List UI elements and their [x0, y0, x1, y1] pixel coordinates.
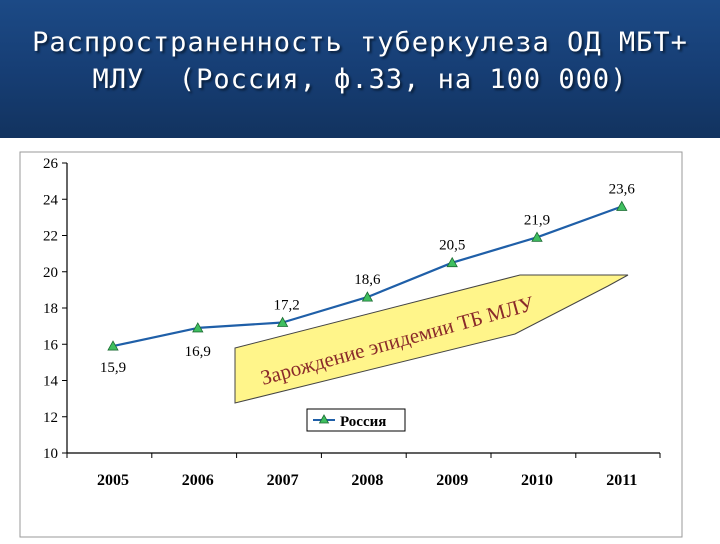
data-point-marker: [192, 322, 204, 333]
data-label: 15,9: [100, 360, 126, 376]
legend-marker: [318, 414, 330, 424]
chart-area: Зарождение эпидемии ТБ МЛУ 10 12 14 16 18 20 2…: [0, 138, 720, 540]
page-title-line2: МЛУ (Россия, ф.33, на 100 000): [92, 64, 628, 95]
axes: 10 12 14 16 18 20 22 24 26 2005 2006 2007 2008 2009 20…: [43, 156, 661, 489]
data-label: 16,9: [185, 344, 211, 360]
legend: Россия: [306, 408, 406, 432]
title-banner: Распространенность туберкулеза ОД МБТ+ М…: [0, 0, 720, 138]
data-point-marker: [531, 231, 543, 242]
y-tick-label: 14: [43, 374, 59, 390]
data-point-marker: [107, 340, 119, 351]
x-tick-label: 2007: [267, 472, 299, 489]
line-chart: Зарождение эпидемии ТБ МЛУ 1012141618202…: [19, 151, 683, 538]
data-point-marker: [616, 200, 628, 211]
x-tick-label: 2006: [182, 472, 214, 489]
x-tick-label: 2011: [606, 472, 637, 489]
legend-label: Россия: [340, 414, 386, 430]
x-tick-label: 2010: [521, 472, 553, 489]
page-title-line1: Распространенность туберкулеза ОД МБТ+: [32, 27, 688, 58]
y-tick-label: 20: [43, 265, 58, 281]
data-label: 18,6: [354, 272, 381, 288]
data-label: 23,6: [609, 182, 636, 198]
x-tick-label: 2009: [436, 472, 468, 489]
y-tick-label: 16: [43, 337, 59, 353]
series-layer: 15,9 16,9 17,2 18,6 20,5 21,9 23,6: [100, 182, 636, 377]
y-tick-label: 10: [43, 446, 58, 462]
y-tick-label: 26: [43, 156, 59, 172]
data-point-marker: [361, 291, 374, 302]
y-tick-label: 24: [43, 192, 59, 208]
annotation-arrow-shape: [234, 274, 629, 404]
x-tick-label: 2005: [97, 472, 129, 489]
data-label: 20,5: [439, 238, 465, 254]
x-tick-label: 2008: [351, 472, 383, 489]
y-tick-label: 22: [43, 229, 58, 245]
legend-box: [306, 408, 406, 432]
data-point-marker: [446, 256, 458, 268]
data-label: 21,9: [524, 212, 550, 228]
data-label: 17,2: [273, 298, 299, 314]
y-tick-label: 18: [43, 301, 58, 317]
data-point-marker: [276, 316, 289, 327]
y-tick-label: 12: [43, 410, 58, 426]
